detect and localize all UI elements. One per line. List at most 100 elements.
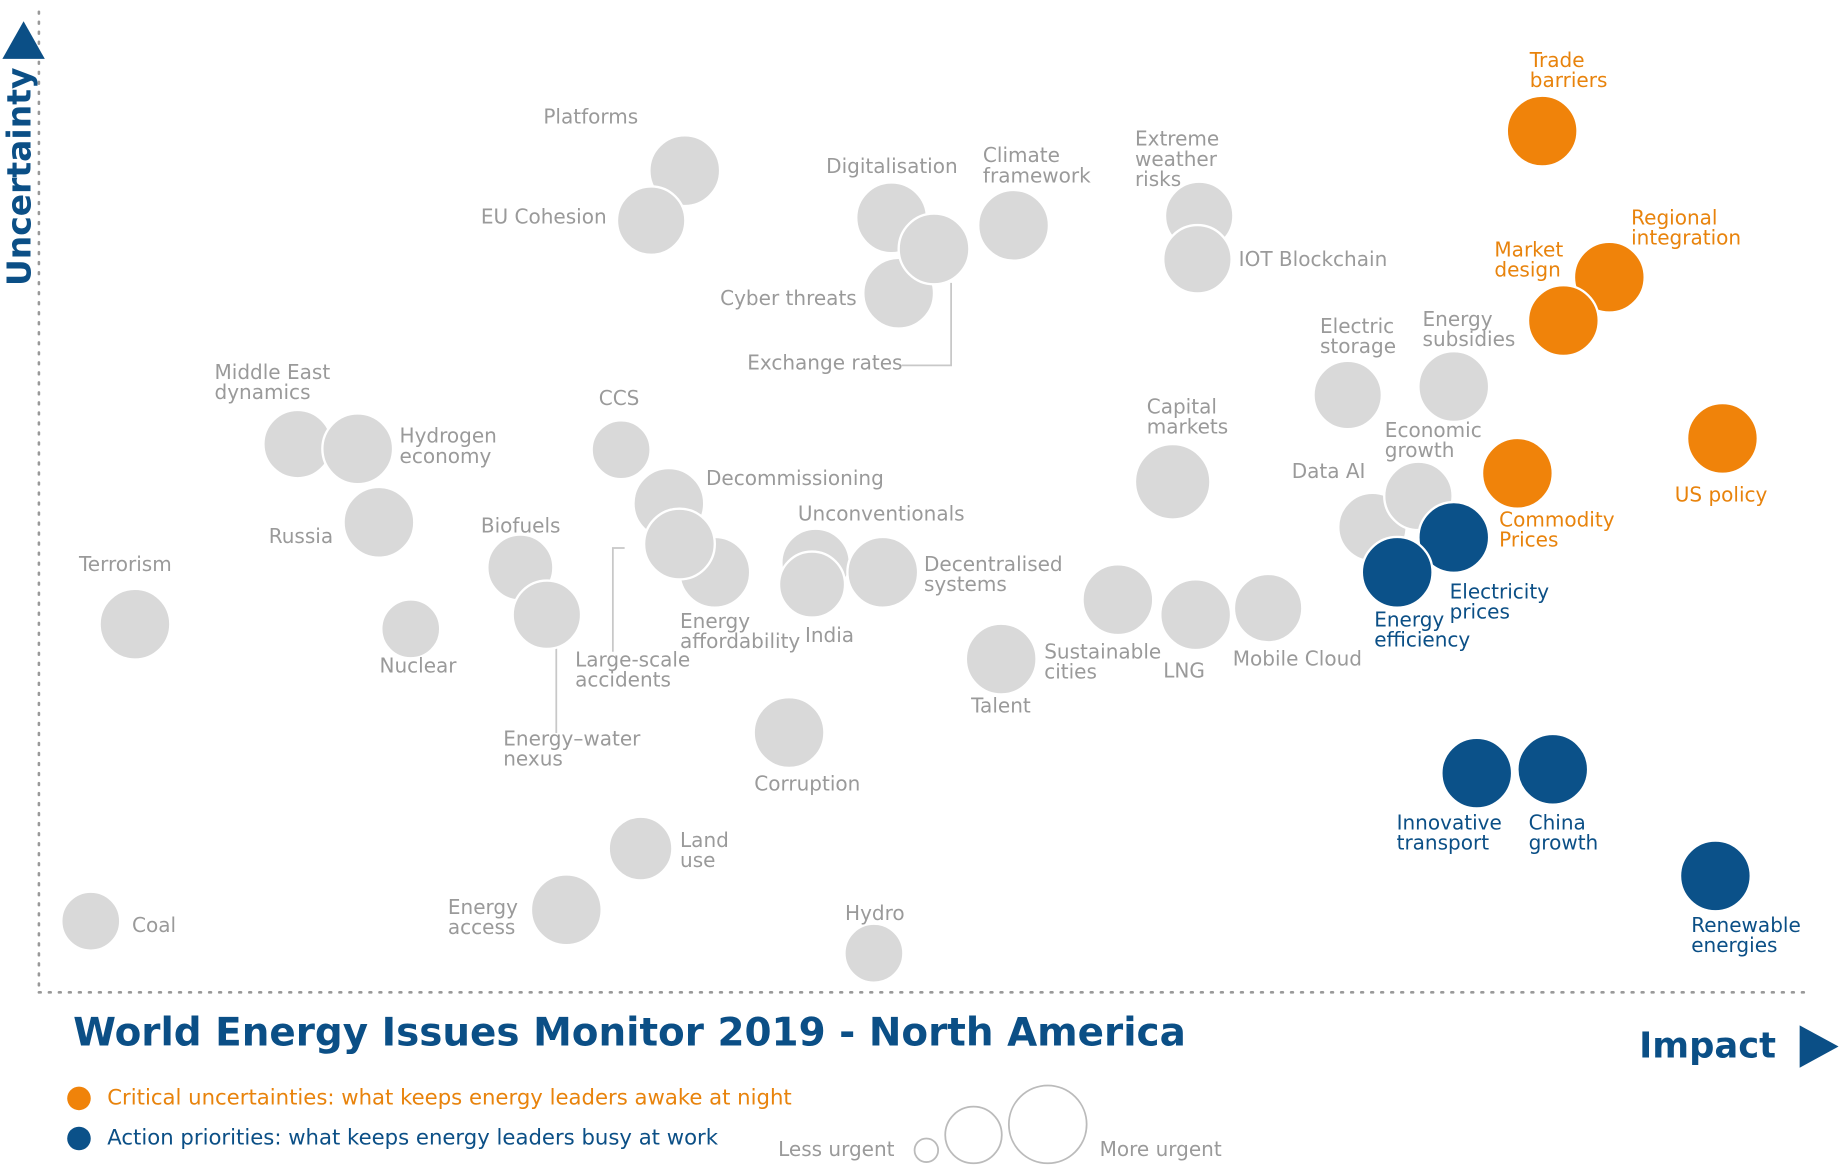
bubble [977, 188, 1051, 262]
bubble-label: Energy–water [503, 727, 641, 751]
bubble-label: Climate [983, 143, 1060, 167]
bubble-label: Data AI [1292, 459, 1366, 483]
bubble-label: Corruption [754, 771, 860, 795]
bubble-label: energies [1691, 933, 1777, 957]
bubble-label: Terrorism [78, 552, 172, 576]
bubble-label: markets [1147, 414, 1228, 438]
axes: Uncertainty Impact [0, 10, 1839, 1068]
bubble-label: Market [1494, 238, 1563, 262]
bubble-label: Regional [1631, 206, 1717, 230]
bubble [1417, 350, 1491, 424]
bubble [843, 922, 905, 984]
bubble-label: China [1529, 810, 1586, 834]
bubble [1678, 839, 1752, 913]
bubble [752, 696, 826, 770]
connector [901, 282, 952, 367]
bubble-label: transport [1397, 830, 1490, 854]
size-legend-circle [944, 1105, 1003, 1165]
legend-swatch [67, 1086, 91, 1111]
legend-label: Action priorities: what keeps energy lea… [107, 1125, 719, 1150]
bubble-label: nexus [503, 747, 563, 771]
bubble [607, 815, 674, 882]
bubble [342, 485, 416, 559]
bubble [1081, 563, 1155, 637]
bubble-label: growth [1529, 830, 1599, 854]
bubble [1572, 240, 1646, 314]
bubble-label: Talent [970, 694, 1031, 718]
bubble-label: IOT Blockchain [1239, 247, 1388, 271]
bubble [511, 579, 583, 651]
bubble-label: Mobile Cloud [1233, 646, 1362, 670]
size-legend-min: Less urgent [778, 1137, 895, 1161]
bubble [1232, 572, 1304, 644]
bubble [1480, 436, 1554, 510]
bubble-label: Cyber threats [720, 286, 857, 310]
bubble [964, 622, 1038, 696]
bubble-label: LNG [1163, 658, 1205, 682]
bubble-label: accidents [575, 668, 671, 692]
x-axis-label: Impact [1639, 1026, 1776, 1067]
bubble-label: Land [680, 828, 729, 852]
bubble-label: Decentralised [924, 552, 1063, 576]
bubbles [60, 94, 1760, 984]
bubble [1440, 736, 1514, 810]
bubble-label: affordability [680, 629, 800, 653]
bubble-label: systems [924, 572, 1007, 596]
bubble-label: Renewable [1691, 913, 1801, 937]
legend-swatch [67, 1126, 91, 1151]
bubble-label: Capital [1147, 394, 1217, 418]
bubble [1505, 94, 1579, 168]
bubble-label: access [448, 915, 515, 939]
bubble [321, 412, 395, 486]
bubble-label: Russia [269, 524, 333, 548]
bubble-label: growth [1385, 438, 1455, 462]
bubble [1312, 359, 1384, 431]
bubble [1516, 732, 1590, 806]
bubble-label: framework [983, 163, 1091, 187]
bubble-label: Platforms [543, 104, 638, 128]
legend: Less urgent More urgent Critical uncerta… [67, 1084, 1222, 1165]
bubble [897, 212, 971, 286]
x-axis-arrow [1799, 1025, 1839, 1068]
bubble-label: CCS [599, 386, 640, 410]
bubble-label: Decommissioning [706, 466, 884, 490]
labels: Platforms EU Cohesion Digitalisation Cyber … [78, 48, 1801, 957]
size-legend-circle [913, 1137, 940, 1163]
y-axis-label: Uncertainty [0, 68, 39, 287]
bubble-label: Energy [680, 609, 750, 633]
bubble [642, 507, 716, 581]
bubble [1417, 500, 1491, 574]
bubble-label: Electric [1320, 314, 1394, 338]
bubble [1133, 442, 1212, 521]
bubble-label: Energy [1374, 608, 1444, 632]
bubble [60, 890, 122, 952]
bubble-label: Nuclear [380, 654, 458, 678]
bubble-label: storage [1320, 334, 1396, 358]
bubble-label: Coal [132, 913, 176, 937]
bubble-label: Sustainable [1044, 639, 1161, 663]
bubble-label: dynamics [215, 380, 311, 404]
bubble-label: prices [1450, 599, 1510, 623]
bubble-label: cities [1044, 659, 1097, 683]
bubble-label: Energy [448, 895, 518, 919]
bubble-label: Exchange rates [747, 351, 902, 375]
bubble-label: Digitalisation [826, 154, 958, 178]
bubble-label: integration [1631, 226, 1741, 250]
bubble [1360, 535, 1434, 609]
bubble [648, 134, 722, 208]
chart-title: World Energy Issues Monitor 2019 - North… [73, 1010, 1186, 1055]
bubble-label: Hydro [845, 901, 905, 925]
bubble-label: Extreme [1135, 127, 1219, 151]
bubble-label: Commodity [1499, 507, 1615, 531]
bubble-label: Large-scale [575, 648, 690, 672]
bubble [1162, 223, 1233, 295]
bubble [529, 873, 603, 947]
connectors [555, 282, 952, 734]
connector [611, 547, 625, 652]
bubble [380, 598, 442, 660]
y-axis-arrow [2, 21, 45, 59]
bubble-label: Economic [1385, 418, 1482, 442]
size-legend-circle [1007, 1084, 1088, 1165]
